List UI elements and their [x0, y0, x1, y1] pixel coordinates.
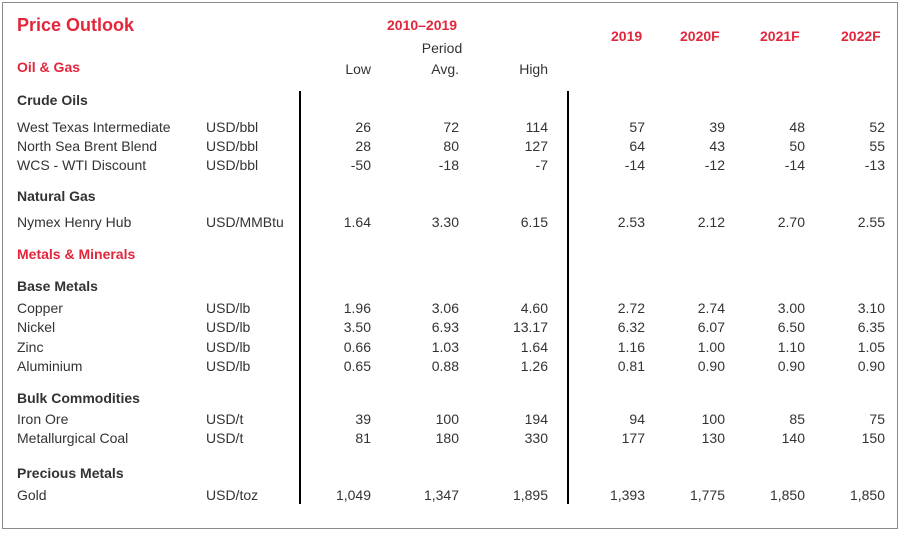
page-title: Price Outlook	[17, 15, 135, 35]
divider-right	[567, 91, 569, 504]
year-header-2019: 2019	[611, 28, 643, 44]
period-range-header: 2010–2019	[387, 17, 458, 33]
group-crude-oils: Crude Oils	[17, 92, 88, 108]
group-natural-gas: Natural Gas	[17, 188, 96, 204]
avg-header: Avg.	[431, 61, 459, 77]
divider-left	[299, 91, 301, 504]
year-header-2021f: 2021F	[760, 28, 800, 44]
section-metals-minerals: Metals & Minerals	[17, 246, 136, 262]
year-header-2022f: 2022F	[841, 28, 881, 44]
group-base-metals: Base Metals	[17, 278, 98, 294]
year-header-2020f: 2020F	[680, 28, 720, 44]
group-bulk-commodities: Bulk Commodities	[17, 390, 140, 406]
period-label: Period	[421, 40, 463, 56]
low-header: Low	[345, 61, 371, 77]
high-header: High	[519, 61, 548, 77]
group-precious-metals: Precious Metals	[17, 465, 124, 481]
section-oil-gas: Oil & Gas	[17, 59, 81, 75]
